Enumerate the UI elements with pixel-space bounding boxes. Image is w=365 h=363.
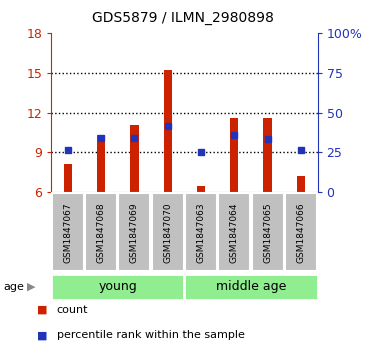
Bar (264, 118, 272, 192)
Text: middle age: middle age (216, 280, 286, 293)
Text: GSM1847067: GSM1847067 (63, 202, 72, 263)
FancyBboxPatch shape (218, 193, 250, 272)
Text: GSM1847064: GSM1847064 (230, 202, 239, 262)
Bar (164, 70, 172, 192)
Text: GSM1847068: GSM1847068 (97, 202, 105, 263)
Text: GSM1847069: GSM1847069 (130, 202, 139, 263)
Text: GSM1847070: GSM1847070 (163, 202, 172, 263)
Text: percentile rank within the sample: percentile rank within the sample (57, 330, 245, 340)
Bar (64, 164, 72, 192)
FancyBboxPatch shape (52, 193, 84, 272)
Text: ■: ■ (36, 330, 47, 340)
Text: ■: ■ (36, 305, 47, 315)
FancyBboxPatch shape (184, 274, 318, 300)
Text: young: young (98, 280, 137, 293)
Text: ▶: ▶ (27, 282, 36, 292)
Text: GDS5879 / ILMN_2980898: GDS5879 / ILMN_2980898 (92, 11, 273, 25)
Bar (97, 135, 105, 192)
FancyBboxPatch shape (51, 274, 184, 300)
FancyBboxPatch shape (85, 193, 117, 272)
Text: GSM1847066: GSM1847066 (296, 202, 306, 263)
Bar (230, 118, 238, 192)
Bar (197, 186, 205, 192)
Text: count: count (57, 305, 88, 315)
FancyBboxPatch shape (285, 193, 317, 272)
Text: GSM1847063: GSM1847063 (196, 202, 205, 263)
Bar (297, 176, 305, 192)
FancyBboxPatch shape (251, 193, 284, 272)
Text: age: age (4, 282, 24, 292)
Text: GSM1847065: GSM1847065 (263, 202, 272, 263)
Bar (130, 125, 139, 192)
FancyBboxPatch shape (118, 193, 150, 272)
FancyBboxPatch shape (185, 193, 217, 272)
FancyBboxPatch shape (152, 193, 184, 272)
